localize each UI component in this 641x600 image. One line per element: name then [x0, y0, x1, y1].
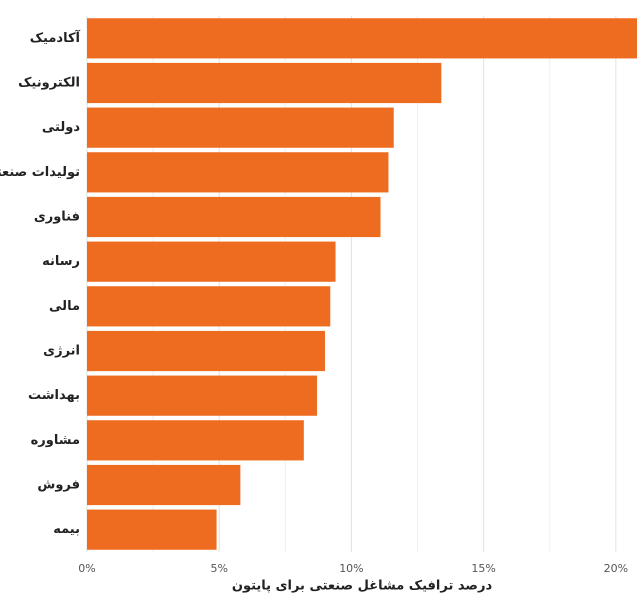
x-tick-label: 10%: [339, 562, 363, 575]
y-tick-label: انرژی: [43, 344, 80, 359]
x-axis-label: درصد ترافیک مشاغل صنعتی برای پایتون: [232, 579, 493, 594]
bar: [87, 464, 241, 506]
bar: [87, 152, 389, 193]
y-tick-label: بیمه: [53, 522, 80, 537]
bar: [87, 196, 381, 238]
x-tick-label: 5%: [210, 562, 227, 575]
bar: [87, 375, 318, 416]
bar: [87, 241, 336, 282]
bar: [87, 420, 304, 461]
bar: [87, 18, 637, 59]
x-tick-label: 20%: [604, 562, 628, 575]
y-tick-label: فروش: [37, 478, 80, 493]
y-tick-label: آکادمیک: [30, 29, 81, 46]
bar: [87, 62, 442, 104]
y-tick-label: فناوری: [34, 210, 80, 225]
bar: [87, 509, 217, 550]
y-tick-label: الکترونیک: [18, 76, 80, 91]
x-tick-label: 15%: [471, 562, 495, 575]
bar: [87, 107, 394, 148]
x-tick-label: 0%: [78, 562, 95, 575]
y-tick-label: مشاوره: [31, 433, 80, 448]
bar: [87, 286, 331, 327]
bar: [87, 330, 325, 372]
y-tick-label: رسانه: [42, 254, 80, 269]
y-tick-label: دولتی: [42, 120, 80, 135]
y-tick-label: تولیدات صنعتی: [0, 165, 80, 180]
y-tick-label: مالی: [49, 299, 80, 314]
y-tick-label: بهداشت: [28, 388, 80, 403]
